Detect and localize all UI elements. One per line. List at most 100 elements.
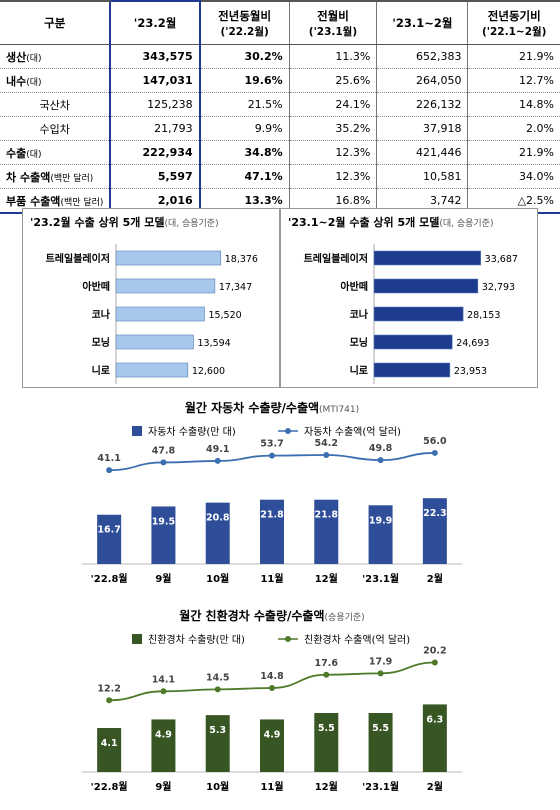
hbar-chart-janfeb: '23.1~2월 수출 상위 5개 모델(대, 승용기준) 트레일블레이저 33,6… [280,208,538,388]
table-header-5: 전년동기비 ('22.1~2월) [467,0,560,45]
bar [260,719,284,772]
table-cell: 14.8% [467,92,560,117]
table-cell: 34.8% [199,140,290,165]
category-label: 코나 [92,308,111,321]
row-label-text: 내수 [6,74,27,88]
table-row: 수입차 21,793 9.9% 35.2% 37,918 2.0% [0,116,560,141]
x-tick-label: 9월 [155,781,171,793]
table-cell: 125,238 [109,92,201,117]
bar [314,499,339,564]
line-point [214,686,221,693]
row-label: 수입차 [0,116,111,141]
bar [115,306,205,322]
legend-bar-swatch [132,634,142,644]
line-point [431,449,438,456]
table-cell: 30.2% [199,44,290,69]
legend-line-label: 자동차 수출액(억 달러) [304,426,401,438]
table-cell: 10,581 [376,164,469,189]
row-label-unit: (대) [26,53,42,64]
hbar-chart-janfeb-svg: '23.1~2월 수출 상위 5개 모델(대, 승용기준) 트레일블레이저 33,6… [280,208,538,388]
x-tick-label: 12월 [315,781,338,793]
bar-data-label: 4.9 [155,729,172,740]
table-cell: 652,383 [376,44,469,69]
chart-title: 월간 자동차 수출량/수출액(MTI741) [185,400,359,415]
bar-data-label: 5.5 [372,723,389,734]
row-label-unit: (대) [26,77,42,88]
table-header-4: '23.1~2월 [376,0,469,45]
legend-bar-label: 친환경차 수출량(만 대) [148,633,245,646]
row-label-text: 수입차 [39,122,70,136]
data-label: 13,594 [197,338,230,349]
table-cell: 21.9% [467,140,560,165]
bar-data-label: 5.5 [318,723,335,734]
chart-title-main: 월간 자동차 수출량/수출액 [185,400,319,415]
table-cell: 5,597 [109,164,201,189]
table-cell: 264,050 [376,68,469,93]
table-cell: 21.9% [467,44,560,69]
table-row: 생산(대) 343,575 30.2% 11.3% 652,383 21.9% [0,44,560,69]
line-point [269,452,275,459]
bar [368,713,393,772]
legend-bar-swatch [132,426,142,436]
table-row: 국산차 125,238 21.5% 24.1% 226,132 14.8% [0,92,560,117]
table-cell: 9.9% [199,116,290,141]
line-point [214,457,221,464]
table-cell: 21.5% [199,92,290,117]
chart-title-note: (대, 승용기준) [164,218,218,229]
table-cell: 343,575 [109,44,201,69]
table-cell: 21,793 [109,116,201,141]
hbar-chart-feb: '23.2월 수출 상위 5개 모델(대, 승용기준) 트레일블레이저 18,376… [22,208,280,388]
chart-title: '23.2월 수출 상위 5개 모델(대, 승용기준) [30,215,219,229]
x-tick-label: 12월 [315,573,338,585]
legend-line-label: 친환경차 수출액(억 달러) [304,633,410,646]
table-body: 생산(대) 343,575 30.2% 11.3% 652,383 21.9% 내수(대) 1… [0,44,560,214]
legend-line-marker [285,428,291,434]
table-cell: 2.0% [467,116,560,141]
combo-chart-car-svg: 월간 자동차 수출량/수출액(MTI741) 자동차 수출량(만 대) 자동차 수출… [82,400,462,585]
table-header-sublabel: ('23.1월) [308,25,358,38]
table-header-1: '23.2월 [109,0,201,45]
line-data-label: 49.1 [206,444,229,455]
table-cell: 25.6% [289,68,378,93]
combo-chart-eco-svg: 월간 친환경차 수출량/수출액(승용기준) 친환경차 수출량(만 대) 친환경차 수… [82,608,462,793]
table-cell: 19.6% [199,68,290,93]
line-data-label: 54.2 [315,438,338,449]
bar [97,514,122,564]
data-label: 23,953 [454,366,487,377]
line-point [269,684,275,691]
line-point [323,452,330,459]
category-label: 니로 [92,364,110,377]
chart-frame [280,208,538,388]
summary-table: 구분 '23.2월 전년동월비 ('22.2월) 전월비 ('23.1월) '23.1~2월… [0,0,560,214]
bar [373,278,479,294]
hbar-chart-feb-svg: '23.2월 수출 상위 5개 모델(대, 승용기준) 트레일블레이저 18,376… [22,208,280,388]
bar-data-label: 20.8 [206,513,230,524]
bar-data-label: 4.1 [101,738,118,749]
table-cell: 24.1% [289,92,378,117]
line-data-label: 49.8 [369,443,393,454]
bar [151,719,176,772]
table-header-label: 전년동기비 [487,8,541,23]
line-point [431,659,438,666]
chart-title-note: (승용기준) [325,612,365,623]
data-label: 15,520 [208,310,241,321]
row-label: 내수(대) [0,68,111,93]
table-header-sublabel: ('22.1~2월) [481,25,547,38]
data-label: 17,347 [219,282,252,293]
table-cell: 34.0% [467,164,560,189]
table-cell: 37,918 [376,116,469,141]
table-cell: 147,031 [109,68,201,93]
chart-title: 월간 친환경차 수출량/수출액(승용기준) [179,608,364,623]
bar [368,505,393,564]
combo-chart-eco: 월간 친환경차 수출량/수출액(승용기준) 친환경차 수출량(만 대) 친환경차 수… [62,606,482,806]
x-tick-label: 9월 [155,573,171,585]
bar-data-label: 19.9 [369,515,392,526]
x-tick-label: 10월 [206,573,229,585]
category-label: 트레일블레이저 [46,252,110,265]
line-data-label: 17.9 [369,656,392,667]
bar [314,713,339,772]
x-tick-label: 11월 [260,573,283,585]
category-label: 모닝 [350,336,368,349]
line-point [160,688,167,695]
chart-frame [22,208,280,388]
